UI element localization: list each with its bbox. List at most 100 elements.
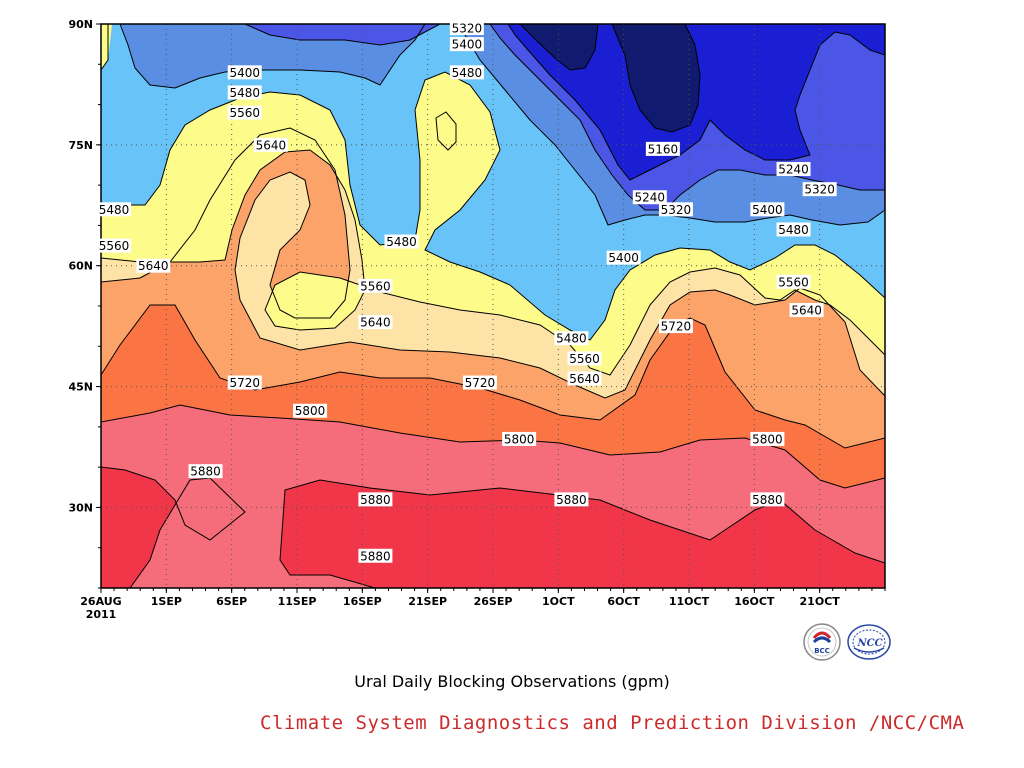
contour-label-text: 5400 — [752, 203, 783, 217]
x-tick-label: 26SEP — [474, 595, 513, 608]
contour-label-bg — [802, 182, 837, 197]
contour-label-text: 5320 — [452, 22, 483, 36]
contour-label-text: 5320 — [661, 203, 692, 217]
contour-label: 5880 — [554, 492, 589, 507]
contour-label-text: 5640 — [791, 304, 822, 318]
contour-label-text: 5400 — [452, 38, 483, 52]
band-5480-5560-spot-b — [101, 24, 112, 70]
contour-label-bg — [554, 492, 589, 507]
contour-label: 5400 — [227, 65, 262, 80]
contour-label-bg — [554, 331, 589, 346]
contour-label-text: 5880 — [360, 549, 391, 563]
contour-label-text: 5480 — [229, 86, 260, 100]
contour-label-text: 5560 — [360, 279, 391, 293]
contour-label: 5480 — [776, 222, 811, 237]
contour-label: 5400 — [750, 202, 785, 217]
contour-label: 5880 — [358, 492, 393, 507]
y-axis: 90N 75N 60N 45N 30N — [68, 18, 101, 589]
contour-label-bg — [293, 403, 328, 418]
contour-label-text: 5160 — [648, 142, 679, 156]
x-axis: 26AUG 1SEP 6SEP 11SEP 16SEP 21SEP 26SEP 1OCT 6OC… — [80, 588, 886, 608]
contour-label-bg — [462, 375, 497, 390]
band-below-5160-a — [520, 24, 598, 70]
contour-label-text: 5880 — [556, 493, 587, 507]
contour-label-bg — [776, 274, 811, 289]
contour-label: 5640 — [136, 258, 171, 273]
band-5480-5560-spot — [436, 112, 456, 150]
contour-label-bg — [227, 375, 262, 390]
x-tick-label: 16OCT — [734, 595, 775, 608]
x-tick-label: 21SEP — [408, 595, 447, 608]
contour-label-bg — [776, 162, 811, 177]
x-tick-label: 1OCT — [542, 595, 575, 608]
contour-label-text: 5480 — [99, 203, 130, 217]
contour-label: 5240 — [776, 162, 811, 177]
contour-label-text: 5400 — [229, 66, 260, 80]
svg-text:BCC: BCC — [814, 647, 830, 655]
contour-label: 5640 — [253, 137, 288, 152]
contour-label-text: 5480 — [556, 332, 587, 346]
contour-label: 5800 — [502, 431, 537, 446]
contour-5480-line — [101, 24, 885, 341]
contour-label-bg — [502, 431, 537, 446]
contour-lines — [101, 24, 885, 588]
contour-label: 5400 — [606, 250, 641, 265]
contour-label-bg — [358, 492, 393, 507]
contour-label-bg — [776, 222, 811, 237]
contour-label: 5320 — [802, 182, 837, 197]
contour-label-text: 5480 — [386, 235, 417, 249]
contour-label: 5640 — [567, 371, 602, 386]
svg-text:NCC: NCC — [856, 638, 882, 649]
contour-label: 5800 — [750, 431, 785, 446]
contour-label-text: 5560 — [99, 239, 130, 253]
contour-label-text: 5880 — [190, 465, 221, 479]
contour-label-bg — [358, 548, 393, 563]
contour-label: 5720 — [227, 375, 262, 390]
contour-label-text: 5720 — [229, 376, 260, 390]
contour-label-text: 5400 — [608, 251, 639, 265]
contour-label-text: 5800 — [295, 404, 326, 418]
contour-label-bg — [358, 278, 393, 293]
contour-5880-line — [101, 466, 885, 588]
contour-label-bg — [384, 234, 419, 249]
contour-5240-line — [507, 24, 885, 181]
contour-label-bg — [449, 21, 484, 36]
contour-label-bg — [750, 431, 785, 446]
chart-caption: Ural Daily Blocking Observations (gpm) — [354, 672, 670, 691]
contour-chart: 26AUG 1SEP 6SEP 11SEP 16SEP 21SEP 26SEP 1OCT 6OC… — [68, 18, 886, 621]
contour-label-bg — [658, 202, 693, 217]
contour-label-bg — [253, 137, 288, 152]
contour-5720-line — [101, 304, 885, 449]
contour-label-bg — [358, 315, 393, 330]
contour-label: 5480 — [384, 234, 419, 249]
credit-line: Climate System Diagnostics and Predictio… — [260, 712, 965, 734]
contour-label-bg — [567, 371, 602, 386]
contour-label-text: 5640 — [138, 259, 169, 273]
contour-label: 5720 — [658, 319, 693, 334]
contour-label-text: 5880 — [360, 493, 391, 507]
contour-label-text: 5240 — [778, 163, 809, 177]
y-tick-label: 60N — [68, 260, 93, 273]
x-tick-label: 11SEP — [278, 595, 317, 608]
contour-label: 5480 — [449, 65, 484, 80]
contour-label: 5480 — [554, 331, 589, 346]
contour-label: 5560 — [567, 351, 602, 366]
contour-label-bg — [658, 319, 693, 334]
y-tick-label: 75N — [68, 139, 93, 152]
contour-labels: 5320 5400 5480 5400 5480 5560 5640 5480 5560 5640… — [97, 21, 837, 563]
contour-5800-line — [101, 404, 885, 489]
contour-label-text: 5720 — [661, 320, 692, 334]
band-below-5160-b — [612, 24, 700, 132]
contour-5560-line — [101, 149, 885, 376]
contour-label-bg — [97, 202, 132, 217]
contour-label-bg — [188, 464, 223, 479]
contour-label: 5640 — [789, 303, 824, 318]
contour-label-bg — [136, 258, 171, 273]
contour-label-text: 5800 — [504, 432, 535, 446]
contour-label-text: 5560 — [229, 106, 260, 120]
x-tick-label: 6SEP — [216, 595, 247, 608]
contour-label-text: 5880 — [752, 493, 783, 507]
x-tick-label: 26AUG — [80, 595, 121, 608]
contour-5640-line — [101, 127, 885, 399]
contour-label-text: 5800 — [752, 432, 783, 446]
